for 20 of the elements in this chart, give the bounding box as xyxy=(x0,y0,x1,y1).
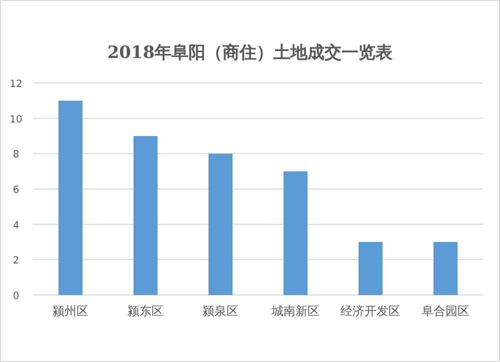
x-tick-label: 颍东区 xyxy=(128,304,164,318)
y-tick-label: 6 xyxy=(12,185,20,196)
x-tick-label: 城南新区 xyxy=(270,304,320,318)
y-tick-label: 8 xyxy=(12,150,20,161)
y-tick-label: 12 xyxy=(10,79,22,90)
y-tick-label: 10 xyxy=(10,114,22,126)
bar xyxy=(358,242,382,295)
bar xyxy=(134,136,158,295)
bar xyxy=(208,154,232,295)
x-tick-label: 经济开发区 xyxy=(340,304,400,318)
x-tick-label: 阜合园区 xyxy=(422,304,470,318)
y-tick-label: 2 xyxy=(12,256,20,267)
bar xyxy=(434,242,458,295)
bar xyxy=(58,100,82,295)
bar xyxy=(284,171,308,295)
chart-title: 2018年阜阳（商住）土地成交一览表 xyxy=(107,43,394,63)
y-tick-label: 4 xyxy=(12,220,20,232)
y-tick-label: 0 xyxy=(12,291,20,302)
x-tick-label: 颍州区 xyxy=(52,304,88,318)
x-tick-label: 颍泉区 xyxy=(202,304,238,318)
